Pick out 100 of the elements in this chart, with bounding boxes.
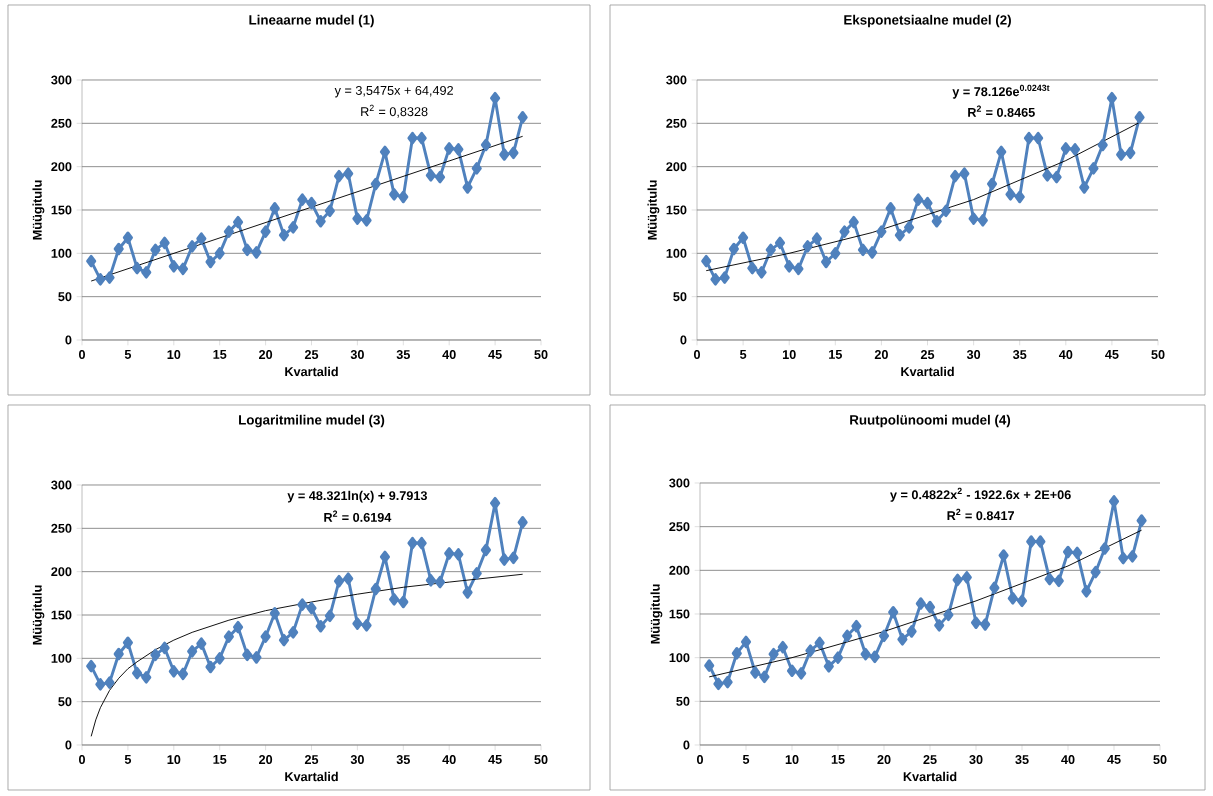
point	[1069, 143, 1081, 156]
point	[1033, 131, 1044, 145]
point	[196, 232, 207, 245]
point	[416, 536, 427, 550]
point	[968, 212, 979, 225]
point	[811, 232, 822, 245]
point	[453, 548, 464, 561]
point	[1106, 91, 1117, 105]
point	[821, 255, 832, 269]
x-tick-label: 50	[1153, 755, 1167, 765]
point	[1060, 142, 1071, 155]
x-tick-label: 25	[304, 755, 319, 765]
y-tick-label: 150	[51, 205, 72, 215]
point	[1016, 594, 1028, 608]
point	[251, 246, 262, 259]
point	[842, 629, 853, 643]
point	[187, 645, 198, 658]
point	[223, 630, 234, 643]
x-tick-label: 0	[696, 755, 704, 765]
point	[333, 574, 345, 588]
point	[989, 581, 1000, 595]
point	[251, 651, 262, 664]
point	[814, 636, 825, 650]
annotation: R$^{2}$ = 0.8417	[947, 508, 1014, 521]
x-tick-label: 40	[442, 755, 456, 765]
point	[490, 496, 501, 510]
annotation: y = 78.126e$^{0.0243t}$	[952, 84, 1050, 99]
chart-title: Logaritmiline mudel (3)	[239, 414, 385, 428]
point	[704, 659, 715, 672]
point	[888, 605, 899, 619]
point	[278, 228, 290, 242]
y-tick-label: 150	[669, 609, 690, 619]
point	[104, 676, 115, 689]
point	[1088, 162, 1099, 175]
x-tick-label: 10	[167, 755, 181, 765]
y-axis-title: Müügitulu	[650, 584, 663, 644]
point	[878, 629, 890, 643]
point	[168, 260, 179, 273]
point	[904, 221, 915, 234]
point	[768, 647, 779, 661]
point	[1014, 190, 1025, 204]
x-tick-label: 30	[350, 350, 364, 360]
point	[434, 575, 446, 589]
point	[288, 221, 299, 234]
annotation: y = 3,5475x + 64,492	[334, 85, 453, 98]
point	[370, 582, 381, 596]
annotation: y = 0.4822x$^{2}$ - 1922.6x + 2E+06	[890, 487, 1071, 502]
point	[214, 247, 225, 260]
y-tick-label: 50	[58, 292, 72, 302]
x-tick-label: 10	[167, 350, 181, 360]
x-tick-label: 20	[877, 755, 891, 765]
point	[952, 573, 963, 587]
point	[434, 170, 446, 184]
point	[830, 247, 841, 260]
annotation: R$^{2}$ = 0.8465	[968, 105, 1035, 117]
point	[242, 648, 253, 662]
point	[1035, 535, 1046, 548]
chart-title: Ruutpolünoomi mudel (4)	[850, 414, 1011, 428]
point	[740, 635, 752, 649]
point	[324, 204, 335, 218]
point	[980, 618, 991, 631]
x-tick-label: 40	[1061, 755, 1075, 765]
point	[728, 242, 739, 256]
point	[823, 660, 834, 673]
point	[269, 201, 280, 215]
point	[1026, 535, 1037, 548]
point	[196, 637, 207, 650]
point	[765, 243, 776, 257]
point	[970, 616, 982, 629]
point	[1072, 546, 1083, 560]
x-tick-label: 15	[831, 755, 845, 764]
point	[425, 169, 436, 182]
point	[490, 91, 501, 105]
point	[352, 212, 363, 225]
x-tick-label: 25	[923, 755, 937, 765]
point	[297, 598, 308, 611]
point	[796, 667, 807, 680]
point	[924, 600, 936, 614]
point	[867, 246, 878, 259]
point	[774, 236, 786, 250]
point	[848, 215, 859, 229]
y-tick-label: 200	[669, 565, 690, 575]
point	[977, 214, 988, 227]
point	[343, 167, 354, 180]
point	[710, 273, 721, 286]
point	[1044, 572, 1055, 586]
point	[931, 214, 942, 228]
point	[738, 231, 749, 244]
x-tick-label: 35	[396, 755, 410, 765]
y-tick-label: 300	[666, 75, 687, 85]
x-tick-label: 25	[304, 350, 319, 360]
point	[361, 214, 372, 227]
point	[86, 254, 97, 268]
point	[786, 664, 798, 678]
point	[132, 666, 143, 680]
point	[122, 636, 133, 649]
line-series	[708, 529, 1143, 678]
point	[453, 143, 464, 156]
x-tick-label: 35	[1012, 350, 1027, 360]
point	[722, 675, 733, 689]
